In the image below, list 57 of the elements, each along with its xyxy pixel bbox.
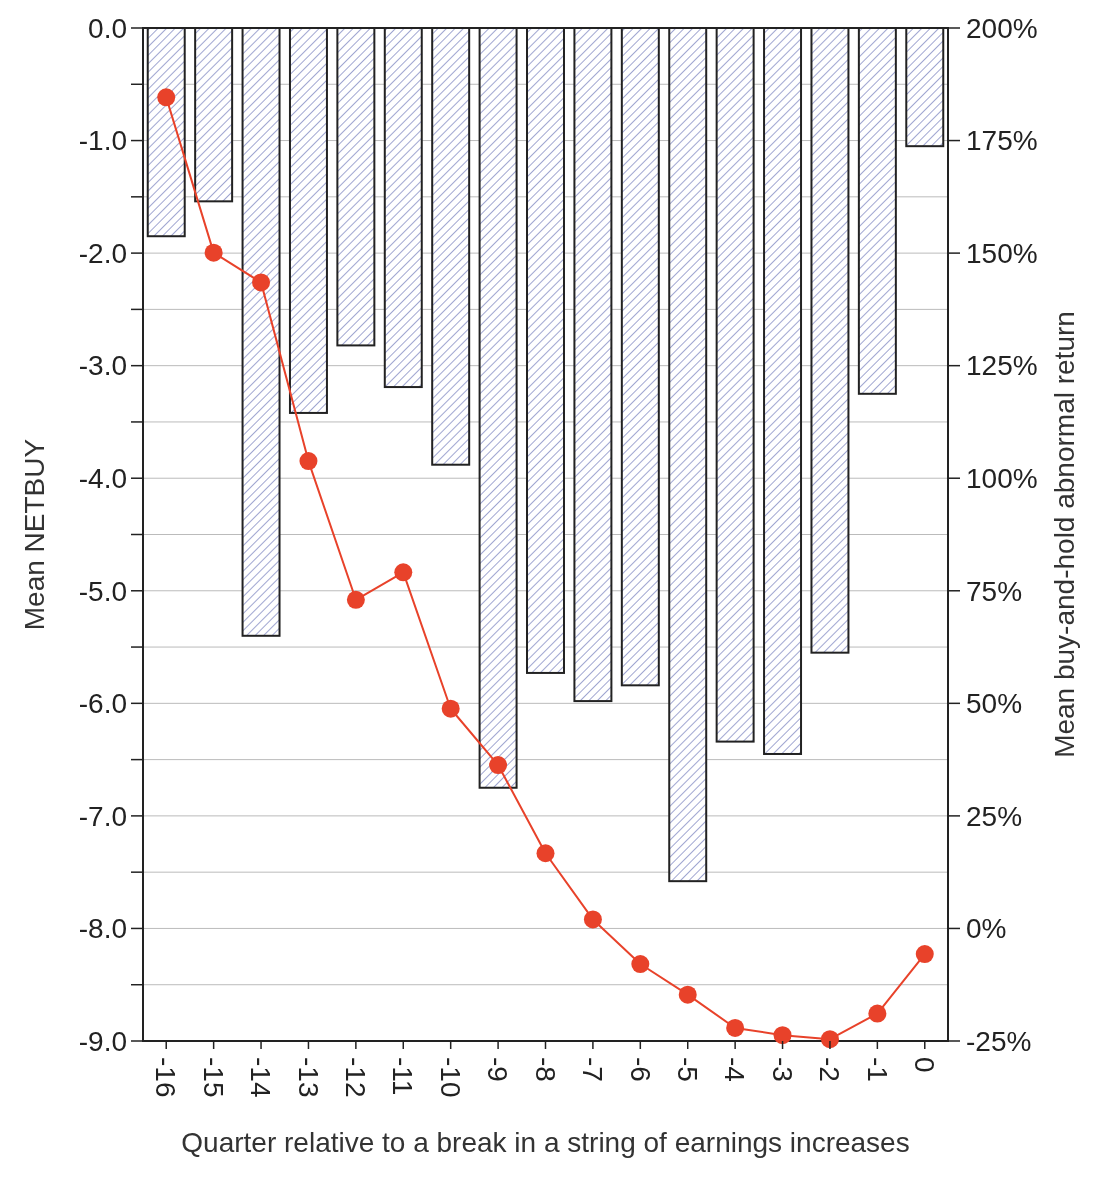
y-tick-label: -9.0	[78, 1025, 127, 1057]
y-tick-label: -3.0	[78, 350, 127, 382]
x-tick-label: -10	[434, 1057, 466, 1098]
x-tick-label: -12	[340, 1057, 372, 1098]
y-axis-title: Mean NETBUY	[19, 438, 50, 631]
point	[868, 1004, 887, 1023]
y-tick-label: -1.0	[78, 125, 127, 157]
point	[489, 756, 508, 775]
point	[441, 699, 460, 718]
y2-tick-label: 100%	[966, 463, 1038, 495]
y2-tick-label: 50%	[966, 688, 1023, 720]
y2-tick-label: 125%	[966, 350, 1038, 382]
point	[536, 844, 555, 863]
y2-tick-label: 175%	[966, 125, 1038, 157]
point	[299, 452, 318, 471]
y2-tick-label: 150%	[966, 237, 1038, 269]
point	[631, 955, 650, 974]
x-tick-label: -9	[482, 1057, 514, 1082]
point	[346, 590, 365, 609]
x-tick-label: -14	[245, 1057, 277, 1098]
point	[252, 273, 271, 292]
y-tick-label: -7.0	[78, 800, 127, 832]
x-axis-title: Quarter relative to a break in a string of earnings increases	[181, 1127, 910, 1158]
y-tick-label: 0.0	[88, 12, 127, 44]
y-tick-label: -5.0	[78, 575, 127, 607]
x-tick-label: -5	[671, 1057, 703, 1082]
y-tick-label: -4.0	[78, 463, 127, 495]
x-tick-label: 0	[908, 1057, 940, 1073]
point	[583, 910, 602, 929]
point	[204, 243, 223, 262]
x-tick-label: -16	[150, 1057, 182, 1098]
point	[157, 88, 176, 107]
y2-tick-label: 75%	[966, 575, 1023, 607]
x-tick-label: -3	[766, 1057, 798, 1082]
x-tick-label: -15	[197, 1057, 229, 1098]
x-tick-label: -11	[387, 1057, 419, 1096]
x-tick-label: -1	[861, 1057, 893, 1082]
point	[915, 945, 934, 964]
x-tick-label: -6	[624, 1057, 656, 1082]
x-tick-label: -7	[577, 1057, 609, 1082]
x-tick-label: -13	[292, 1057, 324, 1098]
point	[726, 1018, 745, 1037]
y2-tick-label: 200%	[966, 12, 1038, 44]
y-tick-label: -6.0	[78, 688, 127, 720]
y2-axis-title: Mean buy-and-hold abnormal return	[1049, 311, 1080, 758]
point	[678, 985, 697, 1004]
x-tick-label: -8	[529, 1057, 561, 1082]
x-tick-label: -4	[719, 1057, 751, 1082]
y-tick-label: -2.0	[78, 237, 127, 269]
point	[820, 1030, 839, 1049]
y2-tick-label: 0%	[966, 913, 1007, 945]
point	[773, 1026, 792, 1045]
y2-tick-label: -25%	[966, 1025, 1032, 1057]
y2-tick-label: 25%	[966, 800, 1023, 832]
y-tick-label: -8.0	[78, 913, 127, 945]
x-tick-label: -2	[814, 1057, 846, 1082]
point	[394, 563, 413, 582]
